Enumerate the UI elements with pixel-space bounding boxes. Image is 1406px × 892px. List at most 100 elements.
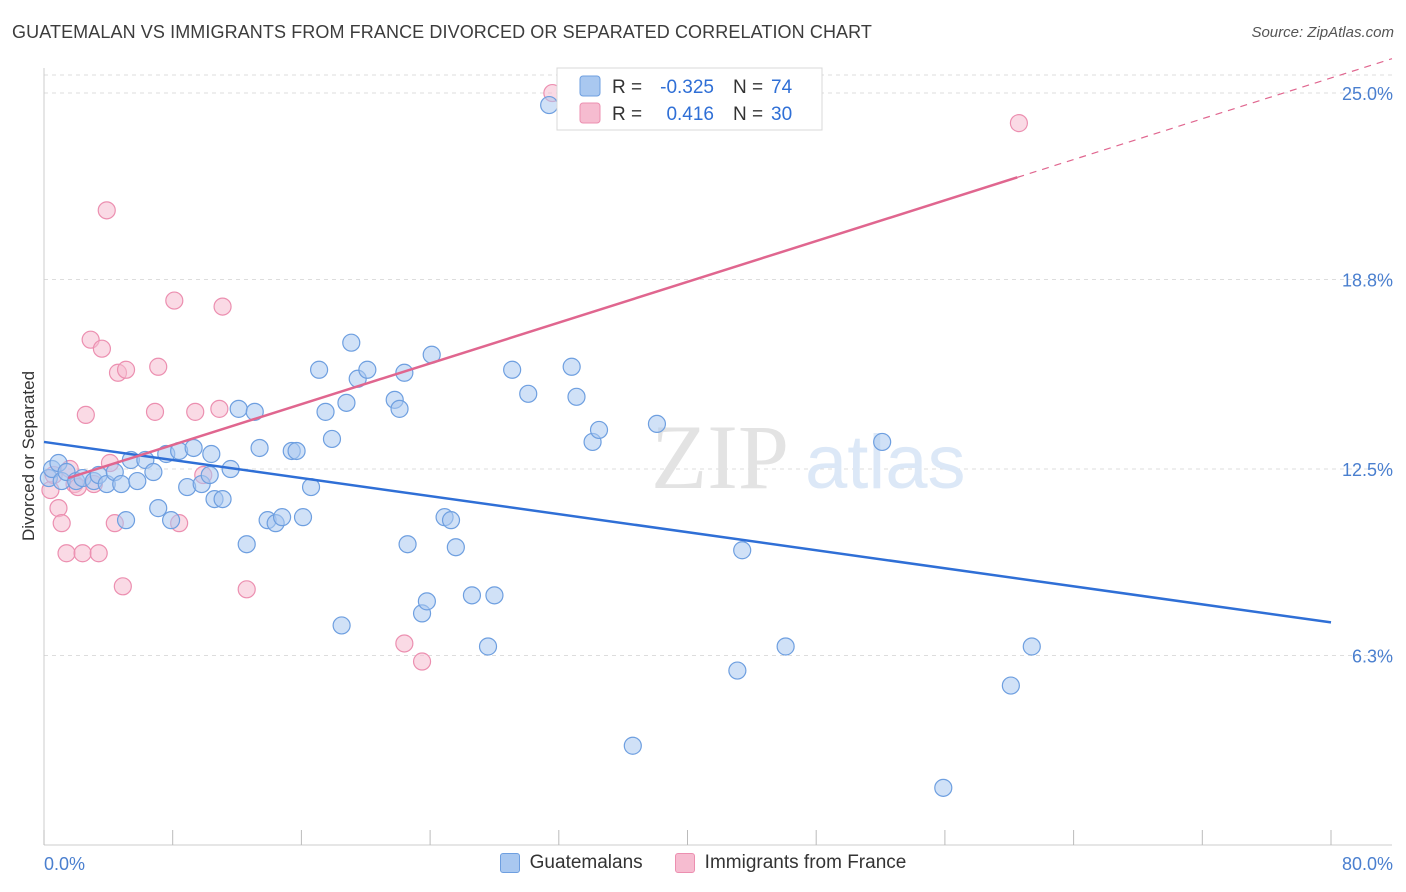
guatemalan-point bbox=[112, 474, 131, 494]
guatemalan-point bbox=[623, 736, 642, 755]
france-point bbox=[49, 499, 68, 518]
guatemalan-point bbox=[446, 538, 465, 557]
legend-item-immigrants-from-france[interactable]: Immigrants from France bbox=[674, 852, 907, 874]
guatemalan-point bbox=[202, 444, 221, 464]
france-point bbox=[89, 544, 108, 563]
france-point bbox=[1009, 114, 1029, 133]
guatemalan-point bbox=[647, 414, 667, 434]
guatemalan-point bbox=[728, 661, 747, 680]
guatemalan-point bbox=[485, 586, 504, 605]
guatemalan-point bbox=[250, 438, 269, 458]
guatemalan-point bbox=[417, 592, 436, 611]
x-tick-max: 80.0% bbox=[1342, 854, 1393, 874]
guatemalan-point bbox=[478, 637, 498, 656]
stats-n-label-blue: N = bbox=[733, 77, 763, 98]
guatemalan-point bbox=[540, 95, 559, 115]
france-point bbox=[412, 652, 432, 671]
france-point bbox=[395, 634, 414, 653]
stats-swatch-pink bbox=[579, 102, 601, 124]
chart-title: GUATEMALAN VS IMMIGRANTS FROM FRANCE DIV… bbox=[12, 22, 873, 42]
guatemalan-point bbox=[149, 499, 168, 518]
y-tick-label: 25.0% bbox=[1342, 84, 1393, 104]
guatemalan-point bbox=[934, 778, 953, 797]
legend-item-guatemalans[interactable]: Guatemalans bbox=[499, 852, 643, 874]
stats-legend-box: R = -0.325 N = 74 R = 0.416 N = 30 bbox=[556, 67, 823, 131]
stats-r-value-blue: -0.325 bbox=[660, 77, 714, 98]
trend-lines bbox=[43, 58, 1393, 624]
legend-swatch-blue bbox=[499, 853, 520, 873]
france-point bbox=[116, 360, 136, 379]
points-immigrants-from-france bbox=[41, 83, 1029, 671]
watermark-atlas: atlas bbox=[805, 420, 966, 505]
france-point bbox=[149, 357, 168, 376]
x-tick-min: 0.0% bbox=[44, 854, 85, 874]
guatemalan-point bbox=[873, 432, 892, 452]
stats-legend-frame bbox=[556, 67, 823, 131]
guatemalan-point bbox=[390, 399, 409, 418]
guatemalan-point bbox=[733, 541, 752, 560]
france-point bbox=[113, 577, 132, 596]
guatemalan-point bbox=[776, 637, 795, 656]
y-tick-label: 6.3% bbox=[1352, 647, 1393, 667]
france-point bbox=[186, 402, 205, 421]
guatemalan-point bbox=[519, 384, 538, 403]
points-guatemalans bbox=[39, 95, 1041, 797]
guatemalan-point bbox=[272, 508, 292, 527]
france-point bbox=[210, 399, 229, 418]
guatemalan-point bbox=[200, 465, 219, 485]
y-tick-label: 12.5% bbox=[1342, 460, 1393, 480]
guatemalan-point bbox=[128, 471, 147, 491]
guatemalan-point bbox=[229, 399, 248, 418]
guatemalan-point bbox=[293, 508, 313, 527]
stats-n-value-blue: 74 bbox=[771, 77, 793, 98]
france-point bbox=[165, 291, 184, 310]
stats-r-label-blue: R = bbox=[612, 77, 642, 98]
bottom-legend: Guatemalans Immigrants from France bbox=[0, 852, 1406, 874]
guatemalan-point bbox=[316, 402, 335, 421]
legend-label-immigrants-from-france: Immigrants from France bbox=[704, 852, 907, 873]
guatemalan-point bbox=[161, 511, 181, 530]
guatemalan-point bbox=[358, 360, 377, 379]
france-point bbox=[145, 402, 165, 421]
france-point bbox=[52, 514, 71, 533]
guatemalan-point bbox=[213, 489, 232, 509]
legend-label-guatemalans: Guatemalans bbox=[529, 852, 643, 873]
stats-n-value-pink: 30 bbox=[771, 104, 792, 125]
guatemalan-point bbox=[441, 511, 461, 530]
guatemalan-point bbox=[245, 402, 264, 421]
source-label: Source: ZipAtlas.com bbox=[1251, 24, 1394, 41]
guatemalan-point bbox=[1022, 637, 1041, 656]
guatemalan-point bbox=[309, 360, 329, 379]
france-point bbox=[57, 544, 76, 563]
trend-line-immigrants-from-france-extension bbox=[1017, 58, 1393, 178]
guatemalan-point bbox=[116, 511, 136, 530]
guatemalan-point bbox=[144, 462, 163, 482]
guatemalan-point bbox=[562, 357, 581, 376]
stats-n-label-pink: N = bbox=[733, 104, 763, 125]
guatemalan-point bbox=[462, 586, 482, 605]
guatemalan-point bbox=[342, 333, 361, 352]
trend-line-guatemalans bbox=[43, 440, 1332, 624]
stats-swatch-blue bbox=[579, 75, 601, 97]
watermark-zip: ZIP bbox=[651, 406, 789, 508]
axis-layer bbox=[43, 68, 1392, 846]
guatemalan-point bbox=[1001, 676, 1020, 695]
stats-r-value-pink: 0.416 bbox=[666, 104, 714, 125]
france-point bbox=[76, 405, 95, 424]
guatemalan-point bbox=[503, 360, 522, 379]
guatemalan-point bbox=[589, 420, 609, 440]
guatemalan-point bbox=[322, 429, 342, 449]
france-point bbox=[97, 201, 116, 220]
guatemalan-point bbox=[567, 387, 586, 406]
france-point bbox=[92, 339, 112, 358]
legend-swatch-pink bbox=[674, 853, 695, 873]
guatemalan-point bbox=[398, 535, 417, 554]
france-point bbox=[213, 297, 232, 316]
stats-r-label-pink: R = bbox=[612, 104, 642, 125]
grid-layer: 6.3% 12.5% 18.8% 25.0% bbox=[44, 74, 1393, 667]
guatemalan-point bbox=[337, 393, 356, 412]
france-point bbox=[237, 580, 256, 599]
trend-line-immigrants-from-france bbox=[67, 176, 1018, 480]
france-point bbox=[73, 544, 92, 563]
y-tick-label: 18.8% bbox=[1342, 271, 1393, 291]
